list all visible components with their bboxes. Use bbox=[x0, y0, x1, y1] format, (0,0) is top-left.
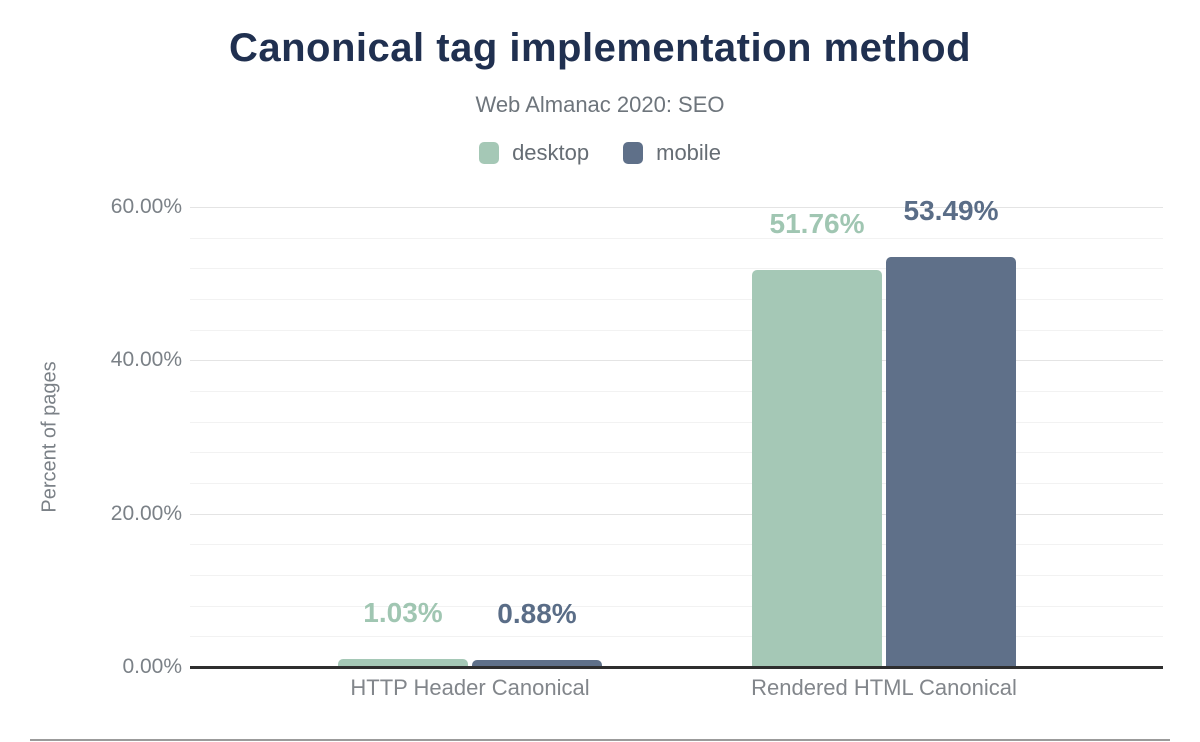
gridline-minor bbox=[190, 391, 1163, 392]
chart-subtitle: Web Almanac 2020: SEO bbox=[475, 92, 725, 117]
bar-value-label: 1.03% bbox=[363, 597, 443, 628]
legend-label-mobile: mobile bbox=[656, 140, 721, 165]
legend-item-mobile: mobile bbox=[623, 140, 721, 166]
bar-value-label: 51.76% bbox=[769, 208, 865, 239]
gridline-minor bbox=[190, 422, 1163, 423]
legend: desktop mobile bbox=[0, 139, 1200, 167]
gridline-major bbox=[190, 207, 1163, 208]
gridline-minor bbox=[190, 636, 1163, 637]
legend-swatch-mobile bbox=[623, 142, 644, 164]
gridline-minor bbox=[190, 544, 1163, 545]
y-tick-label: 60.00% bbox=[110, 195, 182, 218]
gridline-minor bbox=[190, 483, 1163, 484]
legend-label-desktop: desktop bbox=[512, 140, 590, 165]
x-axis-line bbox=[190, 666, 1163, 669]
chart-title: Canonical tag implementation method bbox=[228, 26, 971, 70]
gridline-minor bbox=[190, 452, 1163, 453]
legend-item-desktop: desktop bbox=[479, 140, 589, 166]
x-category-label: HTTP Header Canonical bbox=[350, 675, 590, 700]
bar-value-label: 0.88% bbox=[497, 598, 577, 629]
gridline-minor bbox=[190, 299, 1163, 300]
bar-mobile-1[interactable] bbox=[886, 257, 1016, 667]
gridline-major bbox=[190, 514, 1163, 515]
y-tick-label: 0.00% bbox=[122, 655, 182, 678]
bottom-divider bbox=[30, 739, 1170, 741]
bar-mobile-0[interactable] bbox=[472, 660, 602, 667]
gridline-minor bbox=[190, 238, 1163, 239]
gridline-minor bbox=[190, 268, 1163, 269]
y-tick-label: 20.00% bbox=[110, 502, 182, 525]
legend-swatch-desktop bbox=[479, 142, 500, 164]
x-category-label: Rendered HTML Canonical bbox=[751, 675, 1017, 700]
gridline-minor bbox=[190, 606, 1163, 607]
bar-desktop-1[interactable] bbox=[752, 270, 882, 667]
bar-value-label: 53.49% bbox=[903, 195, 999, 226]
gridline-major bbox=[190, 360, 1163, 361]
gridline-minor bbox=[190, 575, 1163, 576]
gridline-minor bbox=[190, 330, 1163, 331]
y-tick-label: 40.00% bbox=[110, 348, 182, 371]
bar-desktop-0[interactable] bbox=[338, 659, 468, 667]
